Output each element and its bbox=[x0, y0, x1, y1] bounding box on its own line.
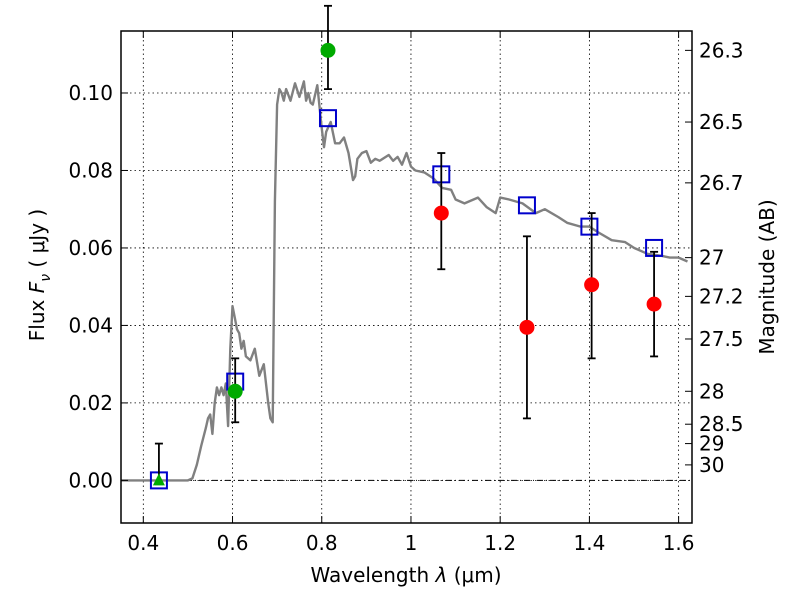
y-tick-label: 0.06 bbox=[68, 236, 113, 260]
grid bbox=[121, 31, 692, 523]
model-photometry-square bbox=[580, 217, 599, 236]
model-photometry-square bbox=[517, 196, 536, 215]
x-tick-label: 0.6 bbox=[217, 531, 249, 555]
x-tick-label: 0.8 bbox=[306, 531, 338, 555]
y2-tick-label: 26.7 bbox=[699, 171, 744, 195]
observed-flux-point bbox=[646, 296, 662, 312]
x-tick-label: 1.4 bbox=[573, 531, 605, 555]
x-tick-label: 1.2 bbox=[484, 531, 516, 555]
data-layer bbox=[121, 4, 688, 490]
observed-flux-point bbox=[584, 277, 600, 293]
y2-tick-label: 27 bbox=[699, 246, 724, 270]
model-photometry-square bbox=[318, 109, 337, 128]
y2-tick-label: 27.5 bbox=[699, 327, 744, 351]
y2-tick-label: 29 bbox=[699, 432, 724, 456]
plot-frame bbox=[120, 30, 693, 524]
observed-flux-point bbox=[320, 42, 336, 58]
y-tick-label: 0.02 bbox=[68, 391, 113, 415]
y-axis-label: Flux Fν ( μJy ) bbox=[25, 209, 54, 341]
observed-flux-point bbox=[519, 319, 535, 335]
y2-tick-label: 27.2 bbox=[699, 284, 744, 308]
y-tick-label: 0.10 bbox=[68, 81, 113, 105]
y-tick-label: 0.04 bbox=[68, 313, 113, 337]
x-tick-label: 1 bbox=[405, 531, 418, 555]
y2-tick-label: 26.3 bbox=[699, 38, 744, 62]
y2-tick-label: 26.5 bbox=[699, 110, 744, 134]
observed-flux-point bbox=[433, 205, 449, 221]
y2-tick-label: 30 bbox=[699, 453, 724, 477]
sed-model-line bbox=[121, 80, 688, 482]
y2-tick-label: 28.5 bbox=[699, 412, 744, 436]
secondary-y-axis-label: Magnitude (AB) bbox=[755, 199, 779, 354]
x-tick-label: 0.4 bbox=[127, 531, 159, 555]
upper-limit-triangle bbox=[152, 473, 165, 486]
y2-tick-label: 28 bbox=[699, 379, 724, 403]
x-axis-label: Wavelength λ (μm) bbox=[310, 563, 501, 587]
x-tick-label: 1.6 bbox=[663, 531, 695, 555]
y-tick-label: 0.00 bbox=[68, 468, 113, 492]
ticks: 0.4 0.6 0.8 1 1.2 1.4 1.6 0.00 0.02 0.04 0.06 0.08 0… bbox=[68, 31, 744, 555]
observed-flux-point bbox=[227, 383, 243, 399]
y-tick-label: 0.08 bbox=[68, 158, 113, 182]
